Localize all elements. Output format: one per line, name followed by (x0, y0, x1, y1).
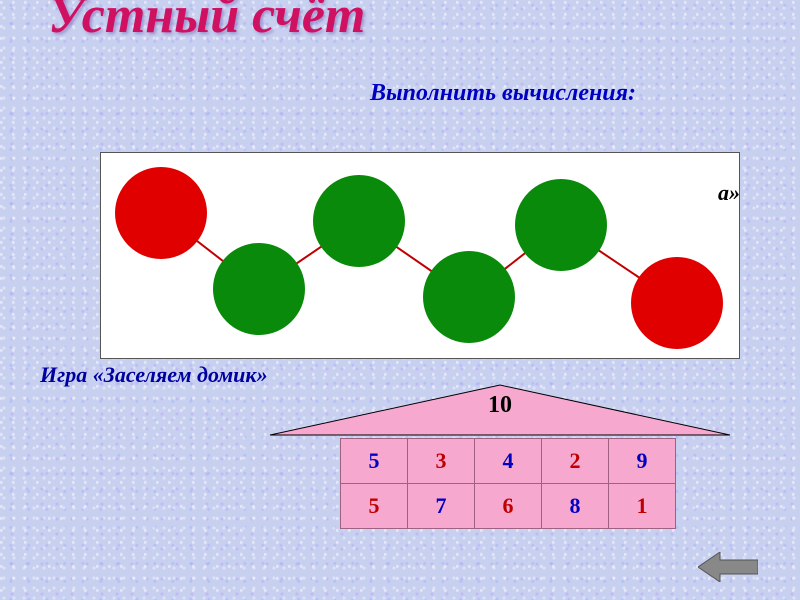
house-cell: 8 (542, 484, 609, 529)
house-cell: 1 (609, 484, 676, 529)
house-roof: 10 (270, 380, 730, 440)
house-cell: 7 (408, 484, 475, 529)
house-cell: 4 (475, 439, 542, 484)
page-title: Устный счёт (48, 0, 365, 42)
beads-diagram (100, 152, 740, 359)
subtitle: Выполнить вычисления: (370, 80, 636, 107)
house-cell: 9 (609, 439, 676, 484)
house-table: 53429 57681 (340, 438, 676, 529)
house-cell: 5 (341, 439, 408, 484)
svg-text:10: 10 (488, 392, 512, 418)
house-cell: 6 (475, 484, 542, 529)
arrow-left-icon (698, 552, 758, 582)
house-cell: 3 (408, 439, 475, 484)
game-label: Игра «Заселяем домик» (40, 362, 268, 388)
house-diagram: 10 53429 57681 (270, 380, 730, 529)
house-cell: 2 (542, 439, 609, 484)
beads-svg (101, 153, 739, 358)
clipped-text: а» (718, 180, 740, 206)
house-cell: 5 (341, 484, 408, 529)
prev-arrow[interactable] (698, 552, 758, 582)
